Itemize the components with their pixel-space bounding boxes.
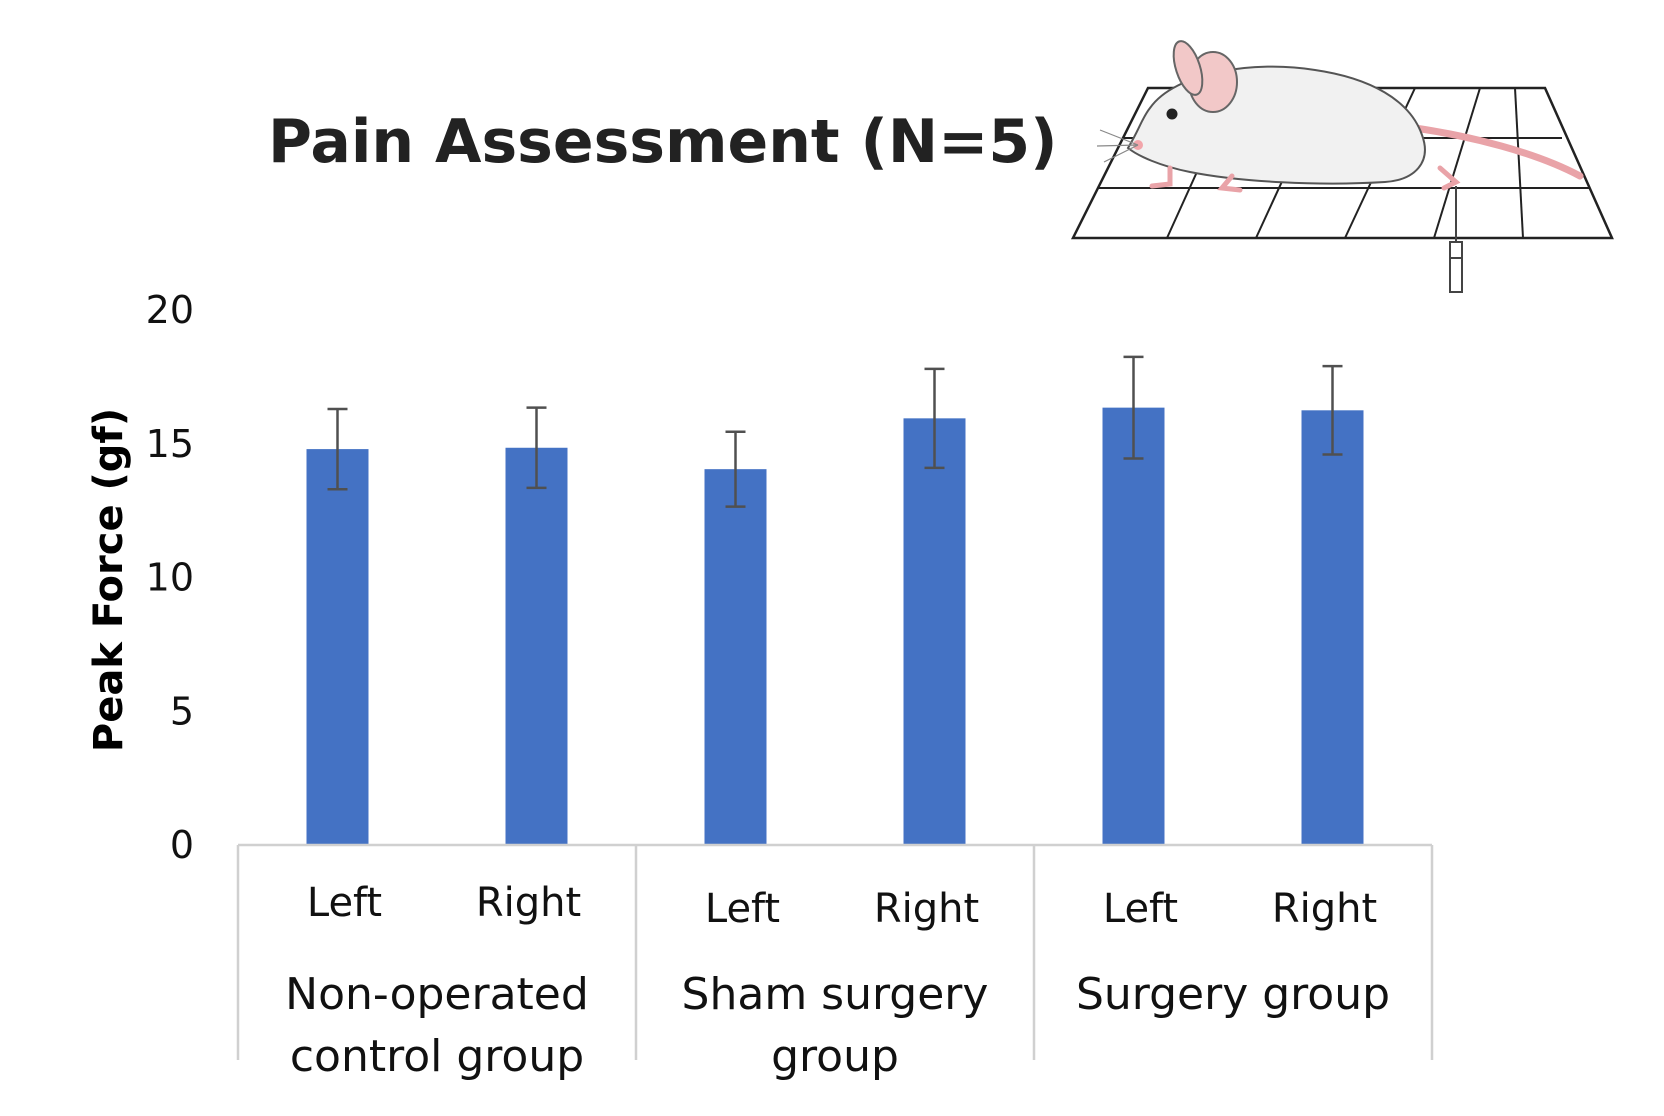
y-tick-label: 15 [146, 422, 194, 466]
x-axis: Left Right Non-operated control group Left Ri… [236, 843, 1434, 1082]
x-tick-label: Right [1272, 886, 1377, 932]
error-bar [1322, 364, 1343, 456]
bar [306, 449, 369, 845]
group-label: Non-operated [285, 969, 589, 1020]
error-bar [526, 406, 547, 490]
y-tick-label: 5 [170, 689, 194, 733]
x-tick-label: Right [874, 886, 979, 932]
x-tick-label: Left [307, 880, 382, 926]
group-label: Sham surgery [682, 969, 989, 1020]
bar [1102, 407, 1165, 845]
bars [306, 407, 1364, 845]
x-tick-label: Left [705, 886, 780, 932]
error-bar [725, 430, 746, 508]
y-tick-label: 20 [146, 288, 194, 332]
error-bar [924, 367, 945, 470]
bar [505, 447, 568, 845]
error-bar [327, 407, 348, 491]
y-tick-label: 10 [146, 556, 194, 600]
mouse-on-grid-icon [1070, 40, 1614, 293]
error-bar [1123, 355, 1144, 460]
bar [704, 469, 767, 845]
y-tick-label: 0 [170, 823, 194, 867]
group-label: Surgery group [1076, 969, 1390, 1020]
bar [1301, 410, 1364, 845]
group-label: group [771, 1031, 899, 1082]
x-tick-label: Right [476, 880, 581, 926]
y-axis-label: Peak Force (gf) [86, 408, 132, 752]
y-axis: 0 5 10 15 20 [146, 288, 194, 867]
group-label: control group [290, 1031, 584, 1082]
error-bars [327, 355, 1343, 508]
chart-title: Pain Assessment (N=5) [268, 107, 1058, 177]
bar [903, 418, 966, 845]
x-tick-label: Left [1103, 886, 1178, 932]
